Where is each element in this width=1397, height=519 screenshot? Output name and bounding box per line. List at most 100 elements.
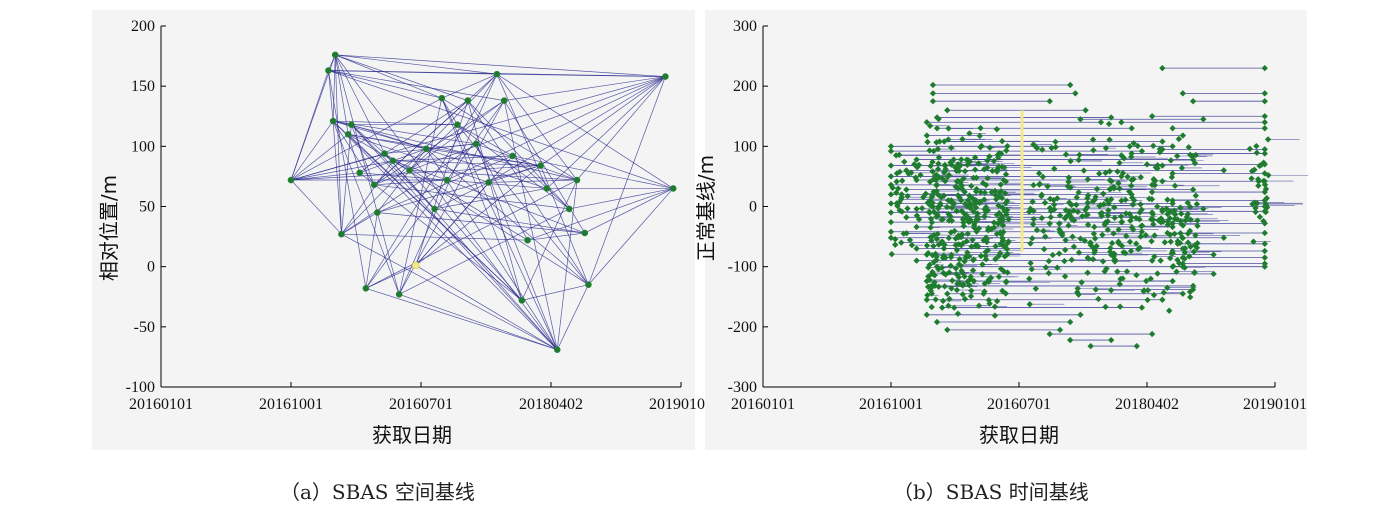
x-tick-label: 20160701 — [389, 396, 453, 413]
acquisition-points — [887, 64, 1272, 350]
acquisition-point — [966, 192, 973, 199]
acquisition-node — [553, 346, 561, 353]
acquisition-point — [1111, 258, 1119, 265]
acquisition-point — [1126, 210, 1133, 218]
acquisition-point — [1089, 136, 1097, 143]
acquisition-point — [1116, 303, 1124, 310]
acquisition-point — [1100, 200, 1108, 208]
acquisition-point — [933, 139, 940, 146]
acquisition-point — [1261, 118, 1269, 126]
acquisition-point — [1050, 201, 1058, 208]
acquisition-point — [1047, 213, 1055, 221]
acquisition-point — [1127, 153, 1135, 161]
acquisition-point — [1186, 293, 1194, 301]
acquisition-point — [947, 144, 955, 152]
acquisition-point — [1129, 201, 1137, 208]
pair-edge — [332, 120, 558, 350]
pair-edge — [335, 54, 442, 99]
acquisition-point — [1027, 259, 1034, 267]
pair-edge — [399, 294, 558, 351]
acquisition-point — [1133, 342, 1141, 350]
acquisition-point — [1110, 230, 1117, 237]
acquisition-point — [1148, 330, 1156, 338]
y-tick-label: 150 — [131, 78, 155, 95]
acquisition-point — [1167, 157, 1175, 164]
acquisition-point — [1260, 159, 1267, 166]
acquisition-point — [940, 269, 947, 277]
pair-edge — [341, 124, 352, 235]
acquisition-point — [971, 154, 979, 161]
acquisition-point — [933, 256, 940, 264]
acquisition-point — [1046, 195, 1054, 203]
acquisition-point — [1108, 177, 1115, 185]
acquisition-point — [1169, 197, 1176, 204]
acquisition-point — [965, 218, 972, 226]
acquisition-point — [1171, 207, 1178, 214]
acquisition-node — [573, 176, 581, 184]
acquisition-point — [1261, 125, 1269, 132]
acquisition-point — [969, 267, 977, 274]
acquisition-point — [1108, 239, 1116, 247]
acquisition-point — [1116, 280, 1124, 288]
pair-edge — [365, 212, 378, 289]
y-tick-label: 200 — [733, 78, 757, 95]
acquisition-point — [944, 106, 951, 114]
acquisition-point — [939, 175, 946, 182]
acquisition-point — [1000, 228, 1007, 236]
acquisition-point — [1171, 215, 1178, 223]
acquisition-point — [1192, 232, 1199, 239]
x-axis-label: 获取日期 — [372, 423, 452, 447]
acquisition-point — [973, 185, 980, 193]
acquisition-point — [1066, 81, 1074, 89]
acquisition-point — [992, 255, 999, 263]
pair-edge — [569, 188, 674, 210]
acquisition-point — [1179, 90, 1187, 97]
acquisition-point — [1030, 215, 1037, 223]
acquisition-point — [941, 162, 949, 170]
acquisition-point — [940, 192, 948, 199]
acquisition-point — [960, 222, 968, 230]
acquisition-point — [900, 158, 908, 166]
acquisition-point — [945, 171, 953, 179]
acquisition-point — [1077, 235, 1084, 242]
acquisition-node — [443, 176, 451, 184]
acquisition-point — [1161, 239, 1169, 246]
acquisition-point — [1262, 208, 1270, 216]
acquisition-point — [929, 168, 936, 175]
acquisition-point — [976, 132, 984, 140]
pair-edge — [446, 179, 585, 234]
acquisition-point — [1050, 165, 1058, 173]
acquisition-point — [1169, 220, 1176, 227]
acquisition-point — [984, 164, 991, 171]
acquisition-point — [1158, 206, 1166, 213]
acquisition-point — [1127, 217, 1134, 225]
acquisition-point — [1261, 90, 1269, 97]
acquisition-point — [933, 318, 941, 326]
acquisition-point — [924, 249, 932, 257]
pair-edge — [446, 100, 505, 181]
acquisition-point — [1075, 156, 1083, 164]
pair-edge — [348, 133, 427, 150]
acquisition-point — [1177, 229, 1184, 237]
pair-edge — [374, 100, 505, 186]
acquisition-point — [1151, 232, 1158, 239]
acquisition-point — [897, 239, 905, 246]
acquisition-point — [1263, 194, 1271, 202]
acquisition-point — [966, 275, 974, 283]
acquisition-point — [1125, 188, 1133, 195]
acquisition-point — [1167, 238, 1175, 246]
acquisition-point — [1001, 253, 1009, 260]
pair-edge — [333, 120, 458, 126]
acquisition-point — [1169, 143, 1176, 150]
acquisition-point — [1163, 205, 1170, 212]
acquisition-point — [903, 214, 910, 221]
pair-edge — [512, 155, 674, 189]
pair-edge — [556, 284, 589, 350]
acquisition-point — [1253, 149, 1261, 157]
acquisition-node — [537, 162, 544, 169]
acquisition-point — [980, 196, 988, 203]
acquisition-point — [943, 203, 951, 211]
acquisition-point — [1189, 97, 1197, 105]
acquisition-point — [913, 245, 920, 252]
y-tick-label: 100 — [733, 138, 757, 155]
